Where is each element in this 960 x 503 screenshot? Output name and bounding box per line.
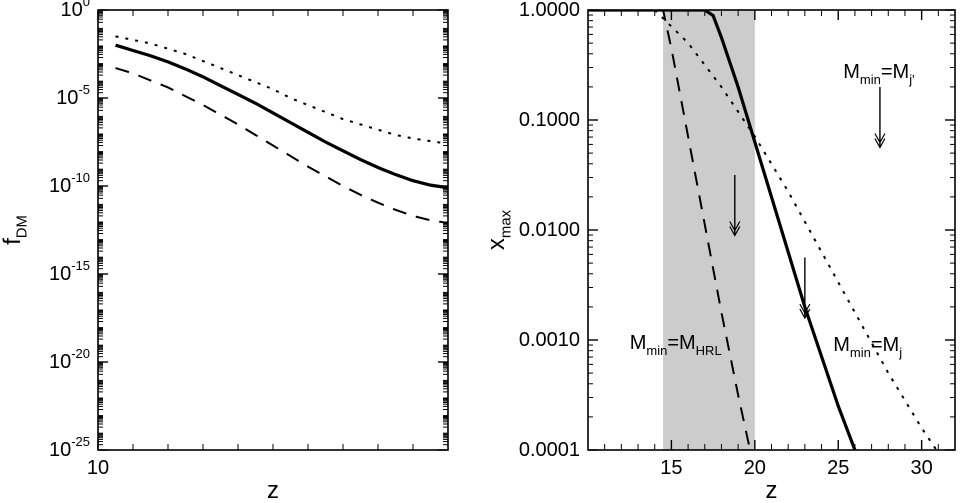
svg-text:10-5: 10-5 — [56, 82, 90, 109]
svg-text:10-25: 10-25 — [49, 434, 90, 461]
left-dotted — [116, 36, 449, 143]
figure: 100 10-5 10-10 10-15 10-20 10-2510 z fDM 1.0000 0… — [0, 0, 960, 503]
svg-text:30: 30 — [911, 457, 933, 479]
shaded-region — [663, 10, 755, 450]
svg-text:25: 25 — [827, 457, 849, 479]
svg-text:10: 10 — [87, 457, 109, 479]
right-panel: 1.0000 0.1000 0.0100 0.0010 0.0001 15 20 25 30 z x… — [483, 0, 955, 503]
svg-text:1.0000: 1.0000 — [519, 0, 580, 21]
svg-text:0.0100: 0.0100 — [519, 219, 580, 241]
svg-text:15: 15 — [660, 457, 682, 479]
svg-text:0.1000: 0.1000 — [519, 109, 580, 131]
right-xlabel: z — [766, 477, 778, 503]
svg-text:10-20: 10-20 — [49, 346, 90, 373]
left-dashed — [116, 68, 449, 223]
right-ylabel: xmax — [483, 209, 515, 250]
svg-text:100: 100 — [61, 0, 90, 21]
svg-text:20: 20 — [744, 457, 766, 479]
svg-text:10-10: 10-10 — [49, 170, 90, 197]
left-ylabel: fDM — [0, 215, 31, 245]
svg-text:0.0001: 0.0001 — [519, 439, 580, 461]
left-xlabel: z — [267, 477, 279, 503]
label-Mmin-Mj: Mmin=Mj — [833, 334, 902, 360]
svg-text:10-15: 10-15 — [49, 258, 90, 285]
left-solid — [116, 45, 449, 188]
left-panel: 100 10-5 10-10 10-15 10-20 10-2510 z fDM — [0, 0, 448, 503]
label-Mmin-Mjprime: Mmin=Mj' — [843, 61, 914, 87]
svg-text:0.0010: 0.0010 — [519, 329, 580, 351]
